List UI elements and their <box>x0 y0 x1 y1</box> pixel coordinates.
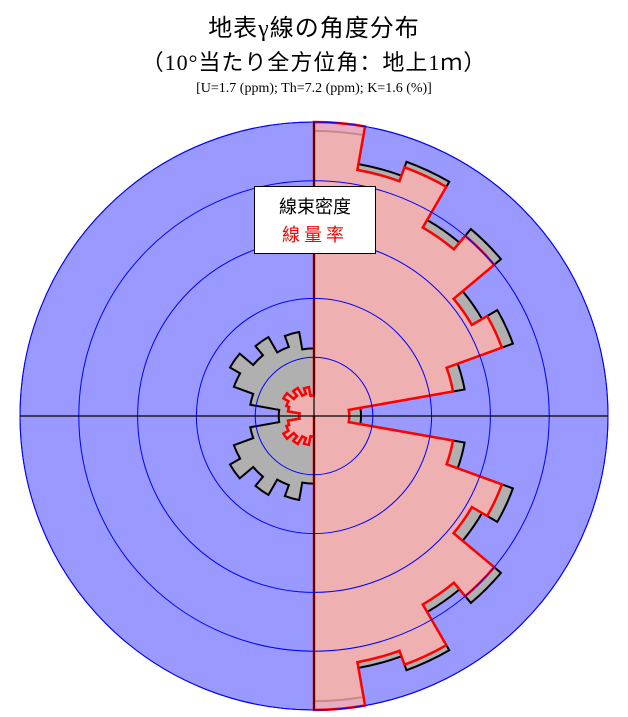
legend-series-2: 線量率 <box>255 221 375 247</box>
polar-chart-svg <box>0 0 628 717</box>
legend-box: 線束密度 線量率 <box>254 186 376 254</box>
chart-container: { "title": { "line1": "地表γ線の角度分布", "line… <box>0 0 628 717</box>
legend-series-1: 線束密度 <box>255 193 375 219</box>
